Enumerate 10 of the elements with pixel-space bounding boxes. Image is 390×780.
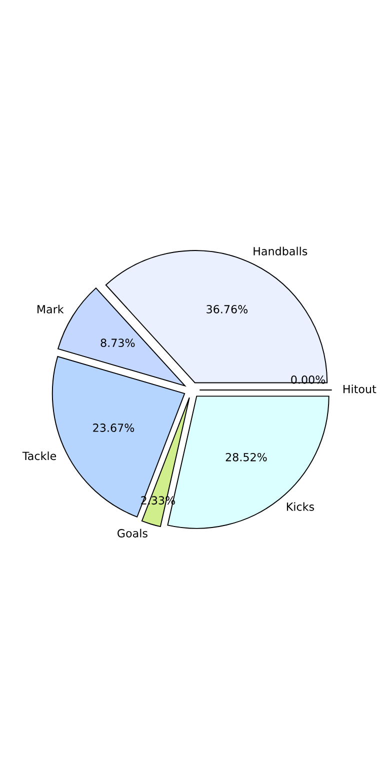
data-label: 23.67% <box>93 424 134 432</box>
data-label: 28.52% <box>226 452 267 462</box>
data-label: 8.73% <box>100 338 135 348</box>
slice-label: Kicks <box>286 502 314 511</box>
slice-label: Mark <box>38 304 64 314</box>
data-label: 36.76% <box>206 305 248 314</box>
slice-label: Goals <box>118 528 148 538</box>
slice-label: Tackle <box>22 452 56 460</box>
category-label: Hitout <box>343 384 376 394</box>
slice-label: Handballs <box>254 246 308 256</box>
